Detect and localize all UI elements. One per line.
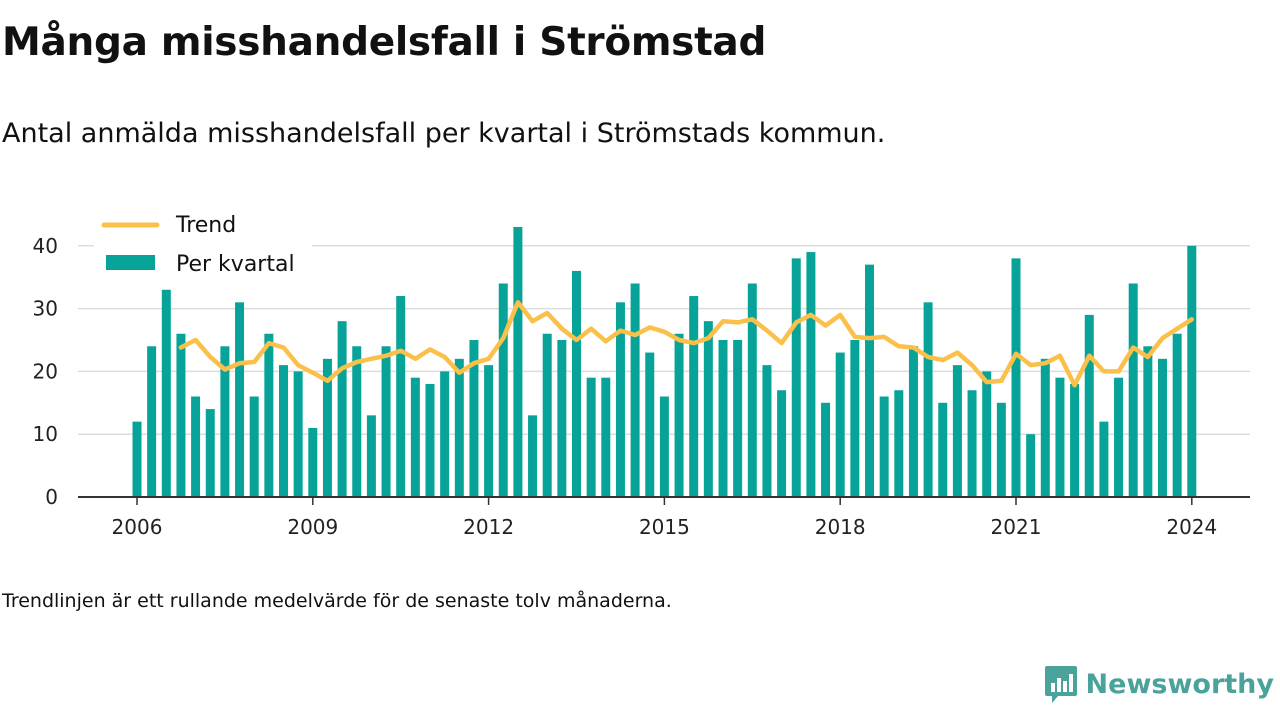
bar [1084, 314, 1094, 497]
y-tick-label: 0 [45, 485, 58, 509]
bar [366, 415, 376, 497]
trend-line [178, 300, 1195, 388]
bar [821, 402, 831, 497]
bar [894, 390, 904, 497]
bar [1128, 283, 1138, 497]
bar [718, 340, 728, 497]
bar [806, 252, 816, 497]
bar [967, 390, 977, 497]
bar [557, 340, 567, 497]
bar [835, 352, 845, 497]
chart-subtitle: Antal anmälda misshandelsfall per kvarta… [2, 118, 886, 149]
bar [1143, 346, 1153, 497]
bar [865, 264, 874, 497]
bar [733, 340, 743, 497]
bar [542, 333, 552, 497]
bar [308, 427, 318, 497]
bar [528, 415, 538, 497]
bar [498, 283, 508, 497]
bar [615, 302, 625, 497]
bar [601, 377, 611, 497]
bar [952, 365, 962, 497]
bar [425, 383, 435, 497]
x-tick-label: 2012 [463, 515, 514, 539]
bar [1070, 383, 1080, 497]
bar [205, 409, 215, 497]
legend-label-bars: Per kvartal [176, 252, 295, 277]
bar [572, 270, 581, 497]
y-tick-label: 20 [33, 359, 58, 383]
bar [791, 258, 801, 497]
bar [191, 396, 201, 497]
bar [469, 340, 479, 497]
bar [996, 402, 1006, 497]
y-tick-label: 30 [33, 297, 58, 321]
x-tick-label: 2021 [991, 515, 1042, 539]
bar [703, 321, 713, 497]
chart-title: Många misshandelsfall i Strömstad [2, 20, 767, 65]
newsworthy-logo-icon [1044, 666, 1077, 703]
bar [908, 346, 918, 497]
bar [747, 283, 757, 497]
chart: 0 10 20 30 40 2006 2009 2012 2015 2018 2021 2024 Tre… [32, 206, 1250, 539]
bar [586, 377, 596, 497]
bar [938, 402, 948, 497]
bar [1055, 377, 1065, 497]
x-tick-label: 2018 [815, 515, 866, 539]
bar [132, 421, 142, 497]
bar [410, 377, 420, 497]
bar [1011, 258, 1021, 497]
bar [982, 371, 992, 497]
bar [396, 296, 406, 497]
bar [1026, 434, 1036, 497]
bar [352, 346, 362, 497]
bar [879, 396, 889, 497]
bar [513, 226, 523, 497]
brand-name: Newsworthy [1085, 668, 1274, 700]
footnote: Trendlinjen är ett rullande medelvärde f… [2, 590, 672, 612]
x-tick-label: 2006 [112, 515, 163, 539]
bar [322, 358, 332, 497]
bar [1099, 421, 1109, 497]
legend-swatch-bars [106, 255, 155, 270]
bar [249, 396, 259, 497]
x-tick-label: 2015 [639, 515, 690, 539]
bar [279, 365, 288, 497]
bar [454, 358, 464, 497]
y-tick-label: 40 [33, 234, 58, 258]
y-tick-label: 10 [33, 422, 58, 446]
bar [161, 289, 171, 497]
bar [1172, 333, 1182, 497]
bar [293, 371, 303, 497]
bar [176, 333, 186, 497]
bar [381, 346, 391, 497]
bar [1158, 358, 1167, 497]
bar [762, 365, 772, 497]
bar [689, 296, 699, 497]
bar [220, 346, 230, 497]
bar [777, 390, 787, 497]
bar [850, 340, 860, 497]
bar [440, 371, 450, 497]
bar [484, 365, 494, 497]
bar [1114, 377, 1124, 497]
bar [1040, 358, 1050, 497]
bar [337, 321, 347, 497]
bar [264, 333, 274, 497]
brand: Newsworthy [1044, 664, 1274, 704]
x-tick-label: 2024 [1166, 515, 1217, 539]
bar [923, 302, 933, 497]
bar [235, 302, 245, 497]
legend-label-trend: Trend [175, 213, 236, 238]
x-tick-label: 2009 [287, 515, 338, 539]
bar [147, 346, 157, 497]
bar [659, 396, 669, 497]
bar [630, 283, 640, 497]
bar [645, 352, 655, 497]
bar [1187, 245, 1197, 497]
bar [674, 333, 684, 497]
legend-background [94, 206, 312, 286]
